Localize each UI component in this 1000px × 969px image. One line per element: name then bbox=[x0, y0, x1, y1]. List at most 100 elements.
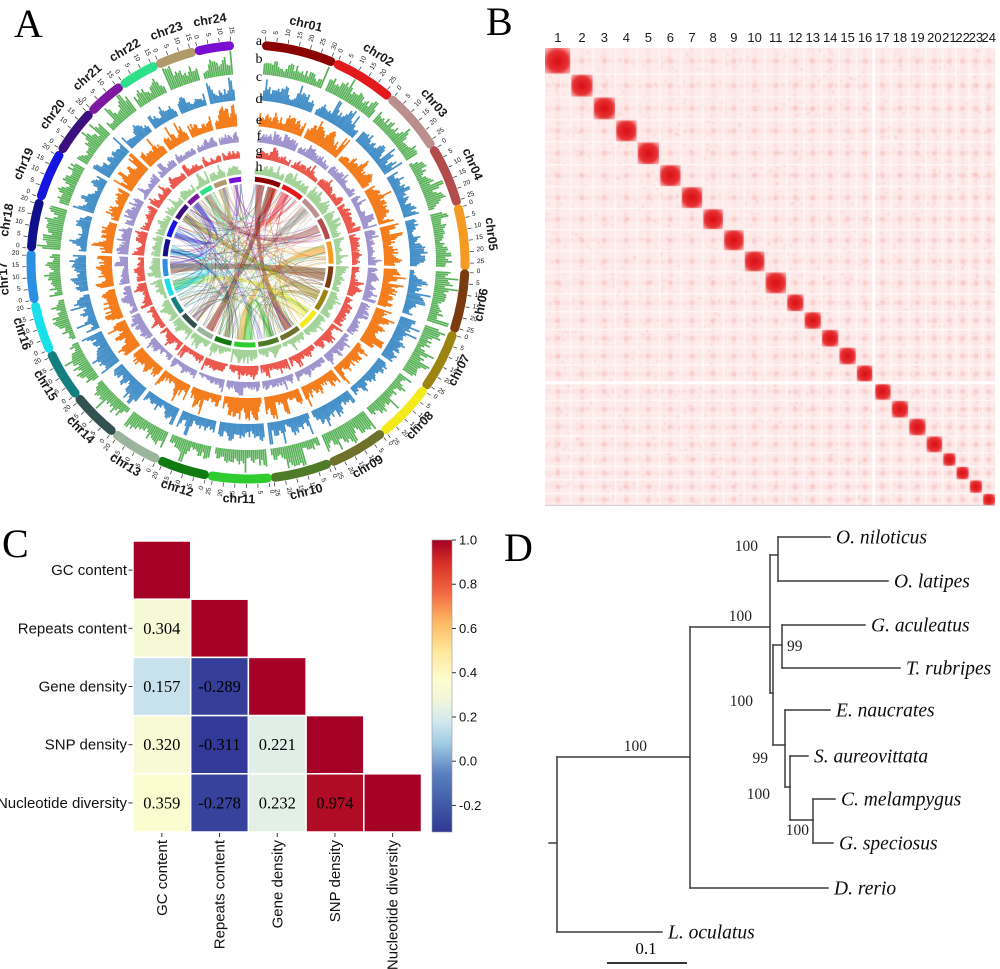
chromosome-label-chr01: chr01 bbox=[288, 13, 324, 35]
tick-label: 5 bbox=[162, 43, 170, 49]
tick-label: 20 bbox=[12, 250, 20, 257]
chromosome-label-chr04: chr04 bbox=[459, 146, 485, 182]
tick-label: 10 bbox=[474, 292, 483, 300]
tick-label: 10 bbox=[308, 481, 317, 490]
tick-label: 10 bbox=[58, 116, 68, 126]
chromosome-arc-chr12 bbox=[157, 456, 209, 480]
support-value: 99 bbox=[787, 638, 803, 655]
tick-label: 10 bbox=[79, 421, 89, 431]
links-ring bbox=[162, 176, 334, 348]
tick-label: 5 bbox=[204, 32, 212, 37]
tick-label: 0 bbox=[80, 96, 88, 104]
tick-label: 20 bbox=[217, 489, 225, 497]
panel-a-label: A bbox=[14, 1, 43, 46]
tick-label: 15 bbox=[38, 367, 48, 377]
chromosome-label-chr11: chr11 bbox=[222, 491, 255, 506]
tick-label: 20 bbox=[16, 305, 25, 313]
taxon-label: D. rerio bbox=[833, 879, 896, 900]
chromosome-label-chr13: chr13 bbox=[107, 450, 143, 479]
tick-label: 0 bbox=[33, 350, 39, 358]
tick-label: 25 bbox=[436, 387, 446, 397]
tick-label: 15 bbox=[475, 234, 483, 242]
tick-label: 15 bbox=[12, 262, 20, 269]
tick-label: 5 bbox=[123, 62, 131, 69]
colorbar-tick-label: 0.6 bbox=[459, 621, 477, 636]
tick-label: 0 bbox=[18, 297, 23, 305]
tick-label: 0 bbox=[192, 35, 200, 41]
chromosome-label-chr18: chr18 bbox=[0, 202, 16, 237]
tick-label: 5 bbox=[476, 280, 481, 287]
support-values: 100 100 100 100 99 99 100 100 bbox=[624, 538, 810, 839]
corr-row-label: Nucleotide diversity bbox=[0, 795, 127, 812]
chromosome-arc-chr16 bbox=[31, 301, 54, 353]
tick-label: 0 bbox=[99, 437, 107, 444]
tick-label: 10 bbox=[12, 274, 20, 282]
panel-c-label: C bbox=[2, 521, 29, 566]
corr-cell-3-0 bbox=[132, 714, 192, 775]
histogram-track-e bbox=[114, 131, 382, 396]
synteny-links bbox=[169, 184, 327, 341]
histogram-track-c bbox=[69, 77, 431, 445]
tick-label: 0 bbox=[477, 268, 481, 275]
corr-cell-2-2 bbox=[247, 656, 307, 717]
corr-value: 0.157 bbox=[143, 677, 180, 696]
chromosome-arc-chr01 bbox=[262, 41, 336, 66]
tick-label: 15 bbox=[297, 484, 306, 493]
track-letter-b: b bbox=[256, 52, 263, 67]
tick-label: 25 bbox=[391, 437, 401, 447]
chromosome-arc-chr11 bbox=[207, 471, 272, 484]
hic-col-label-22: 22 bbox=[955, 30, 970, 45]
phylogenetic-tree: O. niloticus O. latipes G. aculeatus T. rub… bbox=[548, 528, 991, 964]
histogram-track-b bbox=[36, 50, 459, 473]
taxon-label: S. aureovittata bbox=[814, 747, 928, 768]
track-letter-d: d bbox=[256, 92, 263, 107]
tick-label: 10 bbox=[132, 53, 142, 63]
tick-label: 20 bbox=[476, 246, 484, 253]
colorbar-tick-label: 0.0 bbox=[459, 754, 477, 769]
tick-label: 10 bbox=[44, 378, 54, 388]
tick-label: 20 bbox=[74, 97, 84, 107]
tick-label: 0 bbox=[396, 84, 404, 92]
scale-bar-label: 0.1 bbox=[635, 939, 656, 958]
track-letter-h: h bbox=[256, 160, 263, 175]
chromosome-arc-chr07 bbox=[422, 331, 457, 390]
tick-label: 20 bbox=[308, 34, 317, 43]
corr-value: -0.311 bbox=[199, 735, 241, 754]
tick-label: 20 bbox=[379, 68, 389, 78]
colorbar bbox=[431, 539, 453, 833]
tick-label: 20 bbox=[151, 470, 160, 480]
corr-col-label: Gene density bbox=[269, 840, 286, 929]
hic-col-label-6: 6 bbox=[666, 30, 674, 45]
colorbar-tick-label: 0.4 bbox=[459, 665, 477, 680]
panel-d-label: D bbox=[504, 525, 533, 570]
tick-label: 10 bbox=[284, 28, 292, 37]
support-value: 100 bbox=[624, 738, 648, 755]
corr-value: 0.304 bbox=[143, 619, 180, 638]
tick-label: 20 bbox=[285, 487, 293, 496]
tick-label: 0 bbox=[16, 242, 20, 249]
colorbar-tick-label: -0.2 bbox=[459, 798, 481, 813]
taxon-label: E. naucrates bbox=[835, 701, 935, 722]
corr-col-label: SNP density bbox=[327, 840, 344, 923]
tick-label: 0 bbox=[463, 334, 469, 342]
tick-label: 5 bbox=[424, 403, 432, 411]
corr-cell-4-1 bbox=[189, 773, 250, 833]
tick-label: 10 bbox=[15, 218, 24, 226]
chromosome-arc-chr19 bbox=[36, 150, 64, 201]
tick-label: 0 bbox=[261, 29, 268, 34]
corr-cell-4-4 bbox=[363, 773, 423, 833]
tick-label: 5 bbox=[17, 285, 22, 292]
tick-label: 20 bbox=[33, 357, 43, 367]
tick-label: 10 bbox=[417, 412, 427, 422]
chromosome-arc-chr05 bbox=[453, 204, 470, 271]
tick-label: 5 bbox=[405, 92, 413, 100]
hic-col-label-24: 24 bbox=[981, 30, 996, 45]
corr-cell-2-0 bbox=[132, 656, 192, 717]
hic-col-label-11: 11 bbox=[769, 30, 783, 45]
tick-label: 5 bbox=[459, 345, 465, 353]
tick-label: 0 bbox=[145, 467, 153, 474]
tick-label: 20 bbox=[62, 403, 72, 413]
colorbar-ticks: 1.0 0.8 0.6 0.4 0.2 0.0 -0.2 bbox=[452, 533, 481, 813]
corr-cell-1-0 bbox=[132, 598, 192, 659]
tick-label: 5 bbox=[186, 482, 194, 488]
